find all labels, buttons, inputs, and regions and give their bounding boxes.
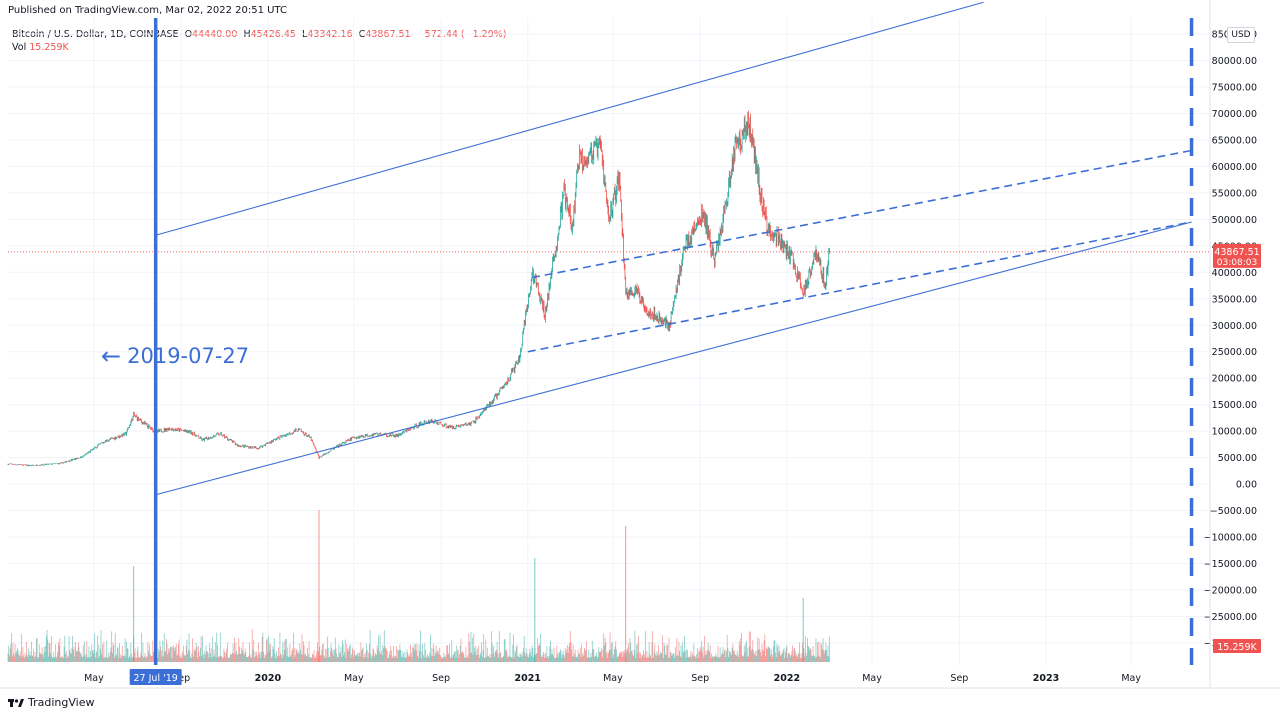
legend-vol-row: Vol 15.259K	[12, 41, 506, 54]
annotation-text: 2019-07-27	[127, 344, 250, 368]
x-tick-label: May	[344, 673, 364, 684]
y-tick-label: 30000.00	[1212, 321, 1257, 332]
x-tick-label: May	[862, 673, 882, 684]
legend-vol-label[interactable]: Vol	[12, 42, 27, 53]
date-badge	[129, 669, 182, 685]
tradingview-logo-icon	[8, 698, 24, 707]
y-tick-label: −10000.00	[1204, 533, 1257, 544]
y-tick-label: 40000.00	[1212, 268, 1257, 279]
legend-vol: 15.259K	[29, 42, 69, 53]
y-tick-label: −25000.00	[1204, 612, 1257, 623]
price-badge-countdown: 03:08:03	[1217, 258, 1257, 268]
chart-grid	[8, 18, 1210, 665]
price-badge-value: 43867.51	[1214, 247, 1259, 258]
date-badge-value: 27 Jul '19	[134, 673, 178, 684]
y-tick-label: 75000.00	[1212, 82, 1257, 93]
trend-line[interactable]	[155, 221, 1192, 496]
trend-line[interactable]	[531, 149, 1192, 279]
trend-line[interactable]	[527, 221, 1192, 353]
y-tick-label: 25000.00	[1212, 347, 1257, 358]
x-tick-label: 2022	[774, 673, 800, 684]
y-tick-label: 5000.00	[1218, 453, 1257, 464]
tradingview-brand[interactable]: TradingView	[8, 696, 94, 709]
x-tick-label: May	[1121, 673, 1141, 684]
published-caption: Published on TradingView.com, Mar 02, 20…	[8, 5, 287, 16]
y-tick-label: −5000.00	[1210, 506, 1257, 517]
volume-bars	[7, 510, 830, 662]
trend-line[interactable]	[155, 1, 984, 236]
trend-lines[interactable]	[8, 1, 1210, 665]
y-tick-label: 15000.00	[1212, 400, 1257, 411]
x-tick-label: May	[84, 673, 104, 684]
x-tick-label: 2020	[255, 673, 282, 684]
x-tick-label: 2023	[1033, 673, 1059, 684]
currency-label: USD	[1231, 30, 1251, 40]
y-tick-label: 35000.00	[1212, 294, 1257, 305]
volume-badge	[1213, 639, 1261, 653]
y-tick-label: 10000.00	[1212, 427, 1257, 438]
price-axis[interactable]: 85000.0080000.0075000.0070000.0065000.00…	[1204, 0, 1257, 688]
y-tick-label: −15000.00	[1204, 559, 1257, 570]
y-tick-label: 0.00	[1236, 480, 1257, 491]
y-tick-label: 55000.00	[1212, 188, 1257, 199]
y-tick-label: 80000.00	[1212, 56, 1257, 67]
y-tick-label: 20000.00	[1212, 374, 1257, 385]
time-axis[interactable]: MaySep2020MaySep2021MaySep2022MaySep2023…	[0, 673, 1280, 689]
y-tick-label: 65000.00	[1212, 135, 1257, 146]
y-tick-label: 50000.00	[1212, 215, 1257, 226]
date-annotation[interactable]: ← 2019-07-27	[101, 342, 249, 370]
x-tick-label: May	[603, 673, 623, 684]
x-tick-label: Sep	[950, 673, 968, 684]
price-badge	[1213, 243, 1261, 268]
volume-badge-value: 15.259K	[1217, 642, 1257, 653]
x-tick-label: Sep	[432, 673, 450, 684]
x-tick-label: 2021	[514, 673, 540, 684]
currency-button[interactable]: USD	[1227, 27, 1255, 43]
arrow-left-icon: ←	[101, 342, 122, 370]
price-series	[7, 110, 830, 467]
y-tick-label: 70000.00	[1212, 109, 1257, 120]
x-tick-label: Sep	[691, 673, 709, 684]
y-tick-label: −20000.00	[1204, 586, 1257, 597]
y-tick-label: 60000.00	[1212, 162, 1257, 173]
brand-label: TradingView	[28, 696, 95, 709]
